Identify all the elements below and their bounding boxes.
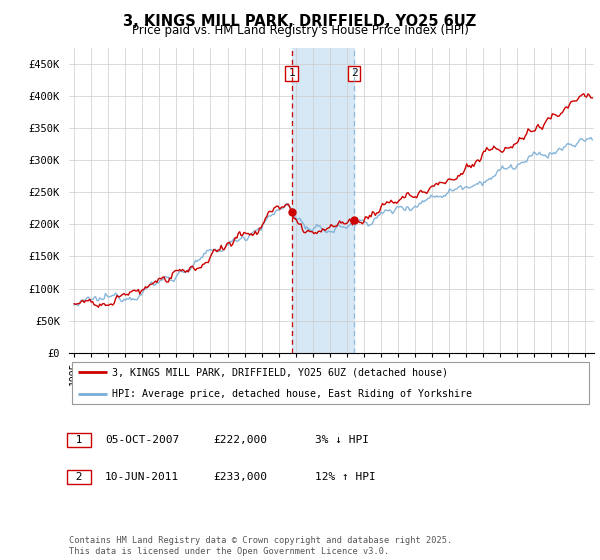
Text: 1: 1 [288, 68, 295, 78]
Text: £233,000: £233,000 [213, 472, 267, 482]
Text: 2: 2 [351, 68, 358, 78]
Text: Contains HM Land Registry data © Crown copyright and database right 2025.
This d: Contains HM Land Registry data © Crown c… [69, 536, 452, 556]
Text: 05-OCT-2007: 05-OCT-2007 [105, 435, 179, 445]
Text: 3, KINGS MILL PARK, DRIFFIELD, YO25 6UZ: 3, KINGS MILL PARK, DRIFFIELD, YO25 6UZ [124, 14, 476, 29]
FancyBboxPatch shape [71, 362, 589, 404]
Text: 10-JUN-2011: 10-JUN-2011 [105, 472, 179, 482]
Text: HPI: Average price, detached house, East Riding of Yorkshire: HPI: Average price, detached house, East… [112, 389, 472, 399]
Text: 3, KINGS MILL PARK, DRIFFIELD, YO25 6UZ (detached house): 3, KINGS MILL PARK, DRIFFIELD, YO25 6UZ … [112, 367, 448, 377]
Text: 12% ↑ HPI: 12% ↑ HPI [315, 472, 376, 482]
Text: 2: 2 [69, 472, 89, 482]
Text: 1: 1 [69, 435, 89, 445]
Text: 3% ↓ HPI: 3% ↓ HPI [315, 435, 369, 445]
Text: £222,000: £222,000 [213, 435, 267, 445]
Text: Price paid vs. HM Land Registry's House Price Index (HPI): Price paid vs. HM Land Registry's House … [131, 24, 469, 37]
Bar [292, 48, 355, 353]
